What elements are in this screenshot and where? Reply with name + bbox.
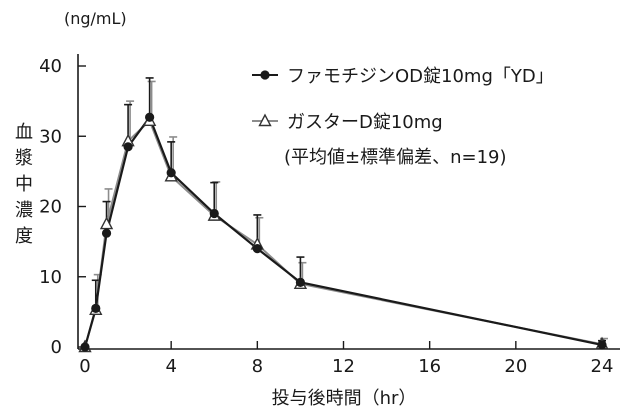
data-point-triangle	[99, 216, 114, 230]
x-tick-label: 20	[504, 356, 527, 377]
y-tick-label: 20	[39, 197, 62, 218]
x-tick-label: 12	[332, 356, 355, 377]
data-point-circle	[80, 342, 90, 352]
legend-swatch-circle	[260, 70, 270, 80]
x-tick-label: 4	[165, 356, 176, 377]
y-axis-label-char: 濃	[15, 200, 33, 221]
data-point-circle	[166, 168, 176, 178]
series-lines	[83, 115, 603, 348]
data-point-circle	[145, 112, 155, 122]
chart-texts: 0 10 20 30 40 0 4 8 12 16 20 24 (ng/mL) 血漿中濃度投与後時間（hr…	[15, 9, 613, 409]
x-tick-label: 24	[591, 356, 614, 377]
data-point-circle	[123, 142, 133, 152]
data-point-circle	[101, 228, 112, 238]
data-point-circle	[295, 277, 306, 287]
y-axis-label-char: 漿	[15, 148, 33, 169]
legend-note: (平均値±標準偏差、n=19)	[284, 147, 507, 168]
data-point-circle	[209, 208, 219, 219]
axes	[77, 54, 620, 350]
x-tick-label: 16	[418, 356, 441, 377]
x-tick-label: 8	[252, 356, 263, 377]
legend-label: ガスターD錠10mg	[287, 112, 443, 133]
y-unit-label: (ng/mL)	[64, 9, 127, 28]
data-point-circle	[252, 244, 262, 254]
y-tick-label: 30	[39, 126, 62, 147]
y-axis-label-char: 中	[15, 174, 33, 195]
data-point-circle	[91, 303, 101, 313]
y-axis-label-char: 度	[15, 226, 33, 247]
legend-label: ファモチジンOD錠10mg「YD」	[287, 66, 554, 87]
y-tick-label: 10	[39, 267, 62, 288]
data-point-circle	[597, 340, 607, 350]
x-axis-label: 投与後時間（hr）	[272, 388, 417, 409]
y-axis-label-char: 血	[15, 122, 33, 143]
y-tick-label: 40	[39, 56, 62, 77]
y-tick-label: 0	[51, 337, 62, 358]
data-markers	[78, 112, 609, 353]
legend-swatch-triangle	[258, 113, 272, 127]
series-line	[83, 115, 603, 348]
x-tick-label: 0	[79, 356, 90, 377]
